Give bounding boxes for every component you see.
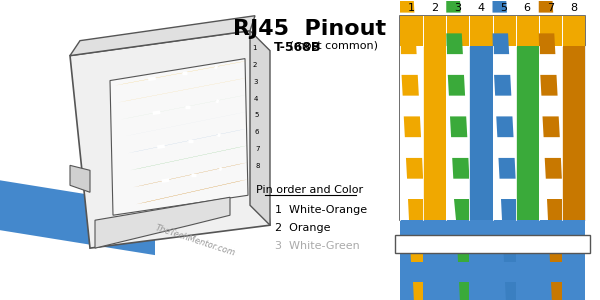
Polygon shape <box>250 31 270 225</box>
Polygon shape <box>70 165 90 192</box>
Text: RJ45  Pinout: RJ45 Pinout <box>233 19 386 39</box>
Polygon shape <box>410 241 423 262</box>
Polygon shape <box>452 158 469 179</box>
Text: 6: 6 <box>254 129 259 135</box>
Text: (most common): (most common) <box>286 41 378 51</box>
Text: 3: 3 <box>454 3 461 13</box>
Polygon shape <box>127 128 248 153</box>
Polygon shape <box>547 200 562 220</box>
Polygon shape <box>549 241 562 262</box>
Polygon shape <box>95 197 230 248</box>
Text: 8: 8 <box>570 3 577 13</box>
Bar <box>400 253 585 300</box>
Text: Pin order and Color: Pin order and Color <box>256 185 364 195</box>
Text: 1: 1 <box>408 3 415 13</box>
Text: TheTechMentor.com: TheTechMentor.com <box>154 223 236 257</box>
Text: 2: 2 <box>431 3 438 13</box>
Polygon shape <box>493 0 507 13</box>
Text: 3: 3 <box>253 79 257 85</box>
Polygon shape <box>459 283 469 300</box>
Text: 4: 4 <box>254 95 258 101</box>
Bar <box>423 46 446 220</box>
Bar <box>400 46 423 220</box>
Polygon shape <box>400 0 415 13</box>
Polygon shape <box>493 33 509 54</box>
Polygon shape <box>505 283 515 300</box>
Polygon shape <box>540 75 557 96</box>
Polygon shape <box>110 58 248 215</box>
Bar <box>562 46 585 220</box>
Polygon shape <box>499 158 515 179</box>
Bar <box>400 220 585 235</box>
Polygon shape <box>457 241 469 262</box>
Polygon shape <box>539 0 553 13</box>
Text: 8: 8 <box>256 163 260 169</box>
Polygon shape <box>454 200 469 220</box>
Polygon shape <box>0 180 155 255</box>
Text: 5: 5 <box>500 3 508 13</box>
Polygon shape <box>494 75 511 96</box>
Text: 2  Orange: 2 Orange <box>275 223 331 233</box>
Polygon shape <box>130 146 248 170</box>
Polygon shape <box>539 33 556 54</box>
Polygon shape <box>70 31 270 248</box>
Polygon shape <box>448 75 465 96</box>
Polygon shape <box>496 116 514 137</box>
Polygon shape <box>408 200 423 220</box>
Text: 3  White-Green: 3 White-Green <box>275 241 360 251</box>
Polygon shape <box>70 16 255 56</box>
Bar <box>493 46 515 220</box>
Bar <box>515 46 539 220</box>
Text: 2: 2 <box>253 61 257 68</box>
Text: 1  White-Orange: 1 White-Orange <box>275 205 367 215</box>
Polygon shape <box>503 241 515 262</box>
Text: 4: 4 <box>478 3 485 13</box>
Polygon shape <box>413 283 423 300</box>
Text: T-568B: T-568B <box>274 41 322 54</box>
Text: 6: 6 <box>524 3 530 13</box>
Polygon shape <box>124 112 248 136</box>
Bar <box>400 16 585 220</box>
Bar <box>469 46 493 220</box>
Polygon shape <box>121 94 248 119</box>
Polygon shape <box>406 158 423 179</box>
Polygon shape <box>401 75 419 96</box>
Polygon shape <box>545 158 562 179</box>
Bar <box>446 46 469 220</box>
Bar <box>400 16 585 46</box>
Polygon shape <box>400 33 416 54</box>
Polygon shape <box>115 61 248 85</box>
Text: 7: 7 <box>547 3 554 13</box>
Text: 7: 7 <box>255 146 260 152</box>
Polygon shape <box>136 179 248 204</box>
Bar <box>539 46 562 220</box>
Polygon shape <box>551 283 562 300</box>
Text: 5: 5 <box>254 112 259 118</box>
Polygon shape <box>450 116 467 137</box>
Bar <box>395 235 590 253</box>
Polygon shape <box>446 33 463 54</box>
Polygon shape <box>133 162 248 187</box>
Polygon shape <box>500 200 515 220</box>
Polygon shape <box>542 116 560 137</box>
Polygon shape <box>404 116 421 137</box>
Text: 1: 1 <box>252 45 257 51</box>
Polygon shape <box>446 0 461 13</box>
Polygon shape <box>118 78 248 103</box>
